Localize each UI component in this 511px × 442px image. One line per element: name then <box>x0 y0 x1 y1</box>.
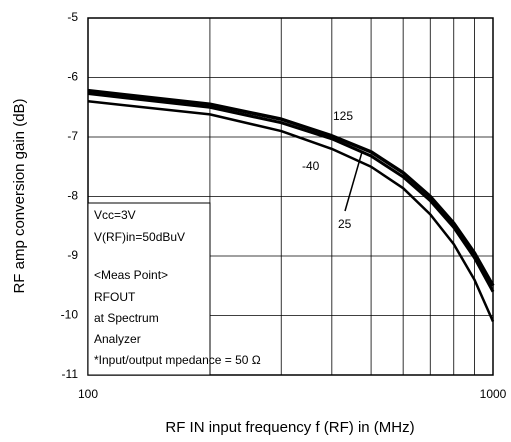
series-label: -40 <box>302 159 320 173</box>
y-tick-label: -11 <box>62 367 79 381</box>
x-axis-title: RF IN input frequency f (RF) in (MHz) <box>165 419 414 436</box>
series-line <box>87 88 495 287</box>
y-tick-label: -9 <box>67 248 78 262</box>
plot-frame <box>87 17 494 376</box>
annotation-box <box>87 202 211 376</box>
y-tick-label: -10 <box>61 308 79 322</box>
annotation-text: Vcc=3V <box>94 208 136 222</box>
annotation-text: V(RF)in=50dBuV <box>94 230 185 244</box>
annotation-text: Analyzer <box>94 332 141 346</box>
y-tick-label: -5 <box>67 10 78 24</box>
annotation-text: *Input/output mpedance = 50 Ω <box>94 353 261 367</box>
x-tick-label: 100 <box>78 387 98 401</box>
series-line <box>87 92 495 293</box>
y-tick-label: -8 <box>67 189 78 203</box>
annotation-text: RFOUT <box>94 290 136 304</box>
annotation-text: at Spectrum <box>94 311 159 325</box>
series-line <box>87 100 495 322</box>
series-label: 125 <box>333 109 353 123</box>
x-tick-label: 1000 <box>480 387 507 401</box>
y-tick-label: -7 <box>67 129 78 143</box>
y-tick-label: -6 <box>67 70 78 84</box>
series-label: 25 <box>338 217 352 231</box>
annotation-text: <Meas Point> <box>94 268 168 282</box>
label-pointer <box>344 151 363 212</box>
y-axis-title: RF amp conversion gain (dB) <box>11 98 28 293</box>
